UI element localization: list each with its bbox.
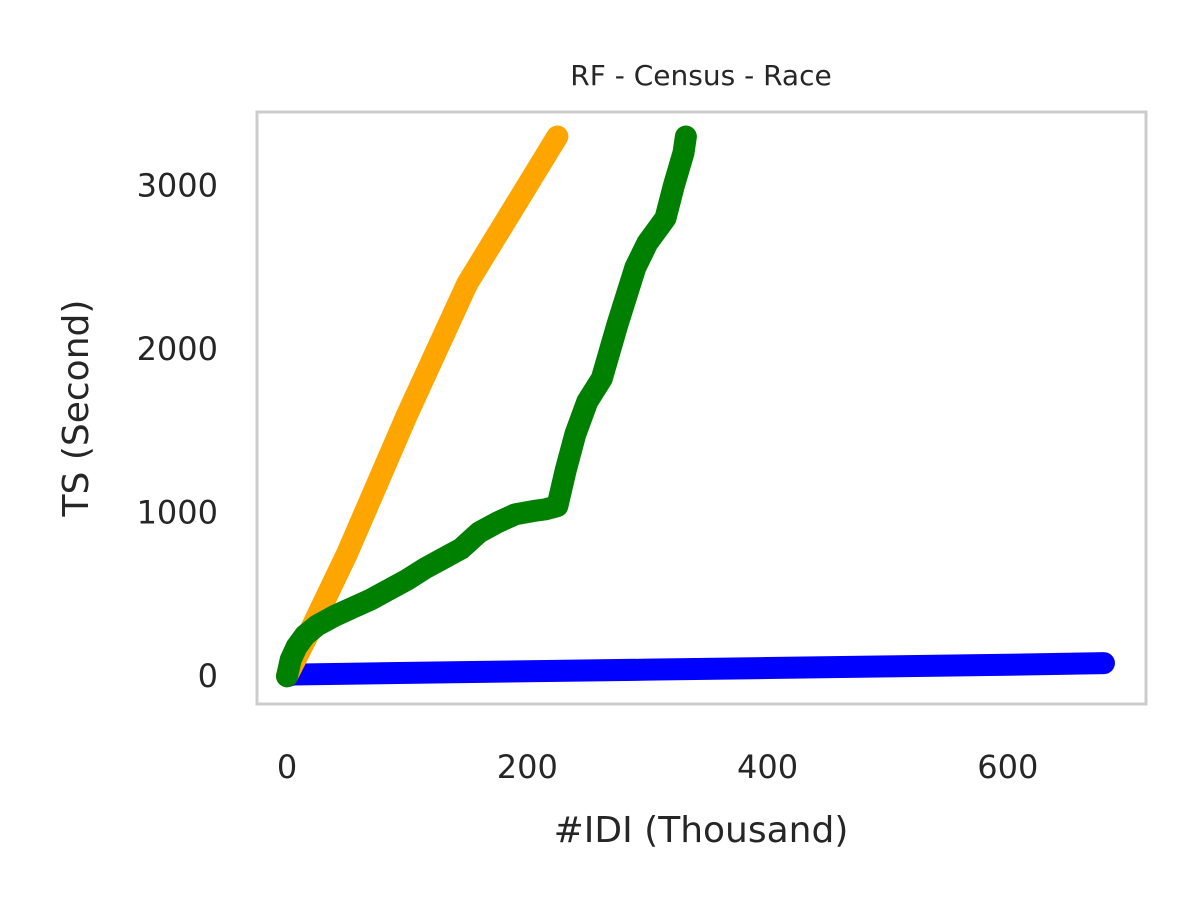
plot-frame — [255, 110, 1148, 706]
chart-title: RF - Census - Race — [570, 59, 831, 92]
series-line-1 — [276, 125, 569, 688]
ticks-layer: 0 200 400 600 0 1000 2000 3000 — [137, 167, 1039, 786]
y-tick-label: 0 — [198, 657, 218, 695]
x-tick-label: 0 — [277, 748, 297, 786]
y-tick-label: 2000 — [137, 330, 218, 368]
x-tick-label: 400 — [737, 748, 798, 786]
series-line-2 — [276, 125, 697, 688]
y-axis-label: TS (Second) — [56, 300, 97, 518]
series-layer — [276, 125, 1115, 688]
y-tick-label: 1000 — [137, 494, 218, 532]
x-tick-label: 600 — [977, 748, 1038, 786]
series-line-0 — [276, 652, 1115, 688]
x-axis-label: #IDI (Thousand) — [554, 810, 849, 851]
x-tick-label: 200 — [497, 748, 558, 786]
y-tick-label: 3000 — [137, 167, 218, 205]
